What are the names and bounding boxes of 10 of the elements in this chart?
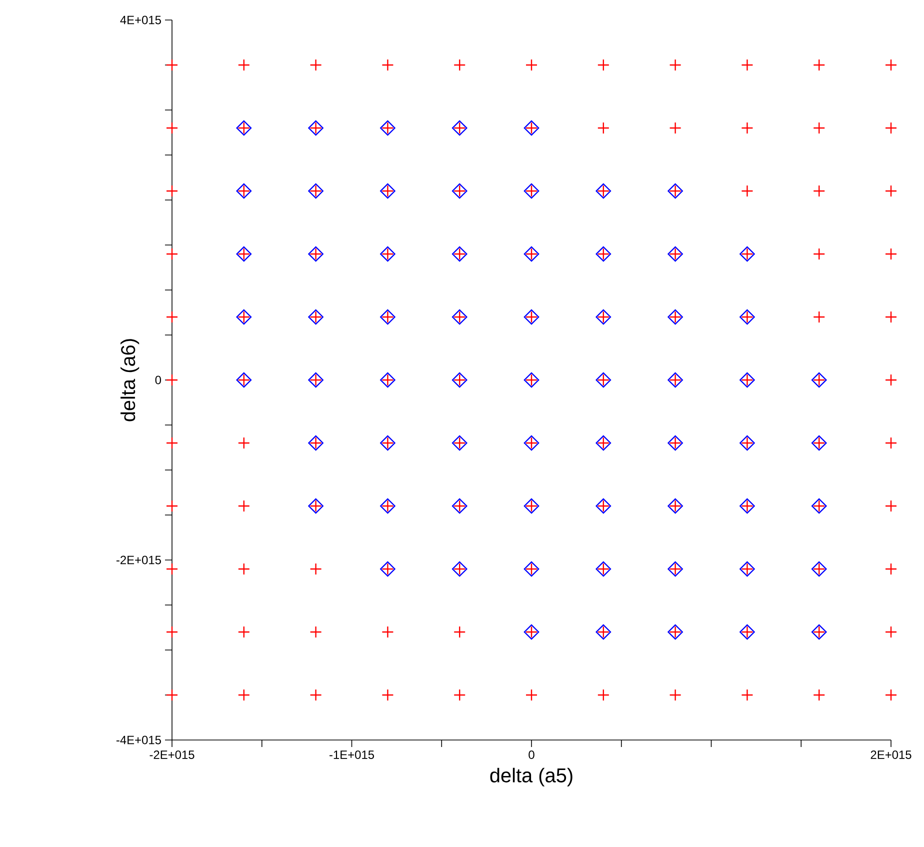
x-tick-label: -2E+015 <box>150 750 194 759</box>
x-tick-label: 0 <box>528 750 534 759</box>
x-tick-label: -1E+015 <box>330 750 374 759</box>
y-tick-label: 4E+015 <box>120 16 161 24</box>
y-axis-title: delta (a6) <box>120 339 140 422</box>
y-tick-label: -4E+015 <box>116 736 161 744</box>
y-tick-label: -2E+015 <box>116 556 161 564</box>
y-tick-label: 0 <box>155 376 162 384</box>
x-axis-title: delta (a5) <box>490 768 572 786</box>
x-tick-label: 2E+015 <box>870 750 912 759</box>
